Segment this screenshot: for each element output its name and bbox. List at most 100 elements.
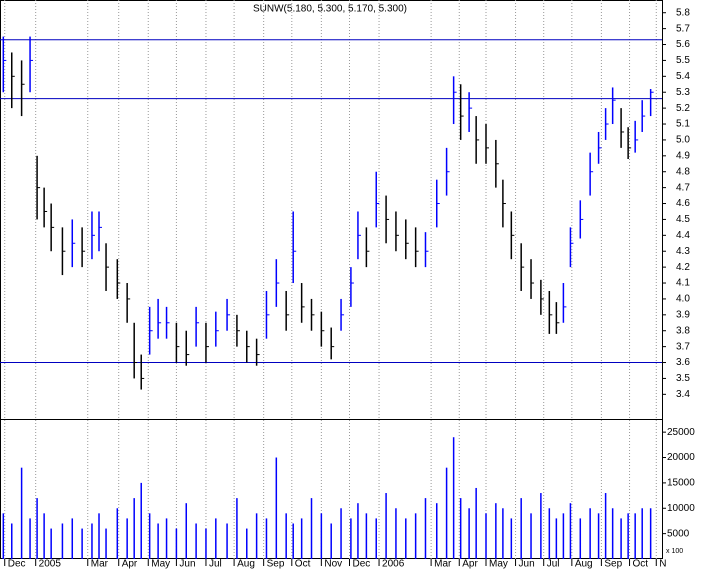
chart-title: SUNW(5.180, 5.300, 5.170, 5.300) — [253, 4, 407, 15]
volume-bar — [502, 508, 504, 559]
volume-bar — [475, 487, 477, 559]
volume-bar — [562, 513, 565, 559]
volume-bar — [468, 508, 470, 559]
volume-bar — [495, 503, 497, 559]
y-tick-label: 5.1 — [676, 119, 690, 130]
volume-bar — [510, 518, 513, 559]
y-tick-label: 5.5 — [676, 55, 690, 66]
volume-bar — [597, 513, 600, 559]
volume-bar — [133, 498, 135, 559]
x-tick-label: Nov — [324, 559, 342, 570]
y-tick-label: 5.0 — [676, 135, 690, 146]
x-tick-label: 2006 — [382, 559, 405, 570]
volume-bar — [530, 513, 532, 559]
x-tick-label: Sep — [267, 559, 285, 570]
x-tick-label: Aug — [237, 559, 255, 570]
volume-bar — [246, 528, 248, 559]
y-tick-label: 4.3 — [676, 246, 690, 257]
volume-bar — [81, 528, 83, 559]
volume-bar — [649, 508, 652, 559]
y-tick-label: 3.4 — [676, 389, 690, 400]
volume-tick-label: 20000 — [667, 452, 695, 463]
y-tick-label: 3.8 — [676, 325, 690, 336]
volume-bar — [604, 493, 607, 559]
y-tick-label: 5.6 — [676, 39, 690, 50]
volume-bar — [641, 508, 643, 559]
volume-bar — [569, 503, 572, 559]
volume-bar — [320, 513, 323, 559]
volume-bar — [61, 523, 64, 559]
x-tick-label: Apr — [122, 559, 138, 570]
volume-bar — [91, 523, 93, 559]
volume-bar — [43, 513, 45, 559]
x-tick-label: N — [659, 559, 666, 570]
volume-bar — [215, 518, 217, 559]
x-tick-label: Dec — [8, 559, 26, 570]
volume-bar — [29, 518, 31, 559]
volume-bar — [579, 518, 582, 559]
volume-bar — [148, 513, 151, 559]
volume-bar — [300, 518, 303, 559]
y-tick-label: 4.1 — [676, 278, 690, 289]
volume-bar — [620, 518, 622, 559]
y-tick-label: 5.4 — [676, 71, 690, 82]
x-tick-label: Oct — [295, 559, 311, 570]
volume-bar — [185, 503, 188, 559]
x-tick-label: Dec — [352, 559, 370, 570]
volume-bar — [157, 523, 159, 559]
volume-bar — [140, 482, 142, 559]
volume-bar — [634, 513, 636, 559]
volume-bar — [424, 498, 427, 559]
volume-bar — [11, 523, 13, 559]
volume-bar — [226, 523, 228, 559]
y-tick-label: 4.4 — [676, 230, 690, 241]
volume-bar — [395, 508, 397, 559]
volume-bar — [71, 518, 74, 559]
volume-note: x 100 — [666, 548, 683, 555]
volume-bar — [365, 513, 368, 559]
y-tick-label: 5.3 — [676, 87, 690, 98]
x-tick-label: 2005 — [39, 559, 62, 570]
volume-bar — [310, 498, 313, 559]
volume-bar — [485, 513, 487, 559]
y-tick-label: 4.7 — [676, 182, 690, 193]
volume-bar — [175, 528, 178, 559]
volume-bar — [255, 513, 258, 559]
volume-bar — [236, 498, 238, 559]
volume-bar — [340, 508, 342, 559]
volume-bar — [50, 528, 52, 559]
volume-bar — [265, 518, 268, 559]
y-tick-label: 4.0 — [676, 294, 690, 305]
volume-bar — [459, 498, 462, 559]
x-tick-label: Apr — [462, 559, 478, 570]
volume-bar — [375, 518, 377, 559]
volume-bar — [589, 508, 591, 559]
volume-bar — [520, 498, 522, 559]
y-tick-label: 4.8 — [676, 166, 690, 177]
y-tick-label: 4.5 — [676, 214, 690, 225]
volume-bar — [285, 513, 287, 559]
x-tick-label: Oct — [633, 559, 649, 570]
plot-frame — [0, 0, 663, 559]
y-tick-label: 3.9 — [676, 309, 690, 320]
volume-bar — [435, 503, 438, 559]
volume-bar — [385, 493, 387, 559]
volume-bar — [548, 508, 551, 559]
volume-bar — [20, 467, 23, 559]
volume-bar — [275, 457, 278, 559]
volume-bar — [350, 518, 352, 559]
y-tick-label: 3.7 — [676, 341, 690, 352]
volume-bar — [105, 528, 107, 559]
volume-bar — [357, 503, 359, 559]
volume-bar — [205, 528, 207, 559]
y-tick-label: 4.2 — [676, 262, 690, 273]
x-tick-label: Jul — [209, 559, 222, 570]
y-tick-label: 5.2 — [676, 103, 690, 114]
x-tick-label: Jun — [179, 559, 195, 570]
y-tick-label: 5.7 — [676, 23, 690, 34]
volume-bar — [555, 518, 558, 559]
volume-bar — [195, 523, 197, 559]
volume-bar — [165, 518, 168, 559]
volume-bar — [98, 513, 100, 559]
